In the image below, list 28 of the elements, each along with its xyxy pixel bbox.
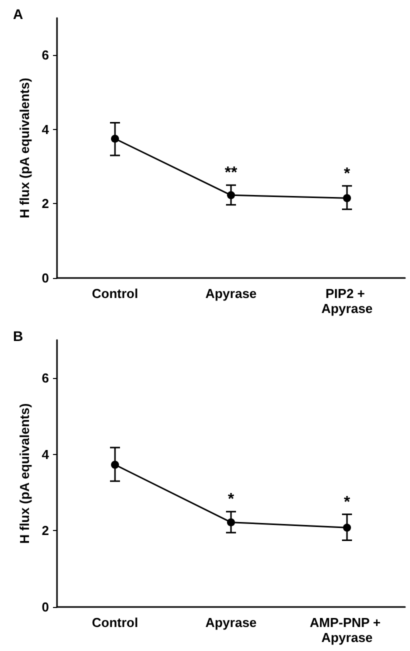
annotation: * [344,494,351,511]
annotation: * [228,491,235,508]
y-axis-title: H flux (pA equivalents) [16,78,32,218]
y-tick-label: 2 [42,196,49,212]
point [343,524,351,532]
point [111,460,119,469]
x-tick-label: AMP-PNP + Apyrase [310,615,384,645]
y-tick-label: 4 [42,446,50,462]
y-tick-label: 6 [42,48,49,63]
x-tick-label: Control [92,286,138,301]
x-tick-label: Apyrase [205,615,257,630]
annotation: ** [224,164,238,182]
y-tick-label: 4 [42,122,50,137]
y-tick-label: 6 [42,370,49,386]
x-tick-label: PIP2 + Apyrase [321,286,373,316]
annotation: * [344,165,351,182]
point [227,191,235,200]
chart-title: A [13,6,24,22]
x-tick-label: Control [92,615,138,630]
point [343,194,351,202]
y-axis-title: H flux (pA equivalents) [16,403,32,544]
chart-title: B [13,328,24,344]
y-tick-label: 0 [42,270,49,286]
x-tick-label: Apyrase [205,286,257,301]
point [111,134,119,143]
y-tick-label: 2 [42,523,49,538]
y-tick-label: 0 [42,600,49,614]
point [227,518,235,526]
